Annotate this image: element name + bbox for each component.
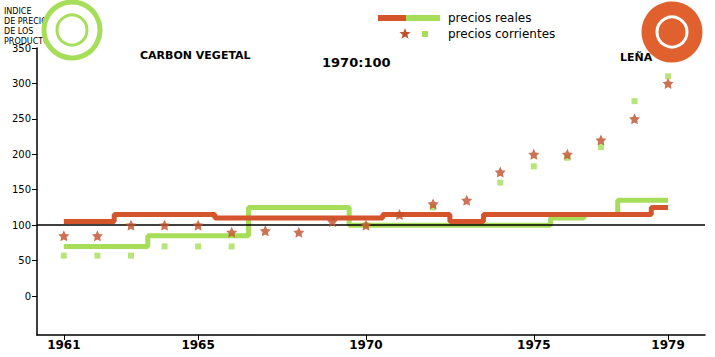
svg-text:200: 200 (12, 149, 31, 160)
svg-text:100: 100 (12, 220, 31, 231)
svg-text:CARBON VEGETAL: CARBON VEGETAL (140, 49, 251, 62)
svg-text:DE LOS: DE LOS (4, 27, 33, 36)
svg-text:precios reales: precios reales (448, 11, 531, 25)
svg-text:50: 50 (18, 255, 31, 266)
svg-text:300: 300 (12, 78, 31, 89)
svg-text:DE PRECIOS: DE PRECIOS (4, 16, 53, 26)
svg-text:1979: 1979 (651, 338, 684, 352)
svg-text:1961: 1961 (47, 338, 80, 352)
svg-text:1970: 1970 (349, 338, 382, 352)
svg-text:150: 150 (12, 184, 31, 195)
svg-text:1975: 1975 (517, 338, 550, 352)
svg-text:INDICE: INDICE (4, 7, 32, 16)
svg-text:250: 250 (12, 113, 31, 124)
svg-text:350: 350 (12, 43, 31, 54)
svg-text:LEÑA: LEÑA (620, 51, 653, 64)
svg-text:precios corrientes: precios corrientes (448, 27, 555, 41)
svg-text:0: 0 (25, 291, 31, 302)
svg-text:1965: 1965 (181, 338, 214, 352)
svg-text:1970:100: 1970:100 (322, 55, 391, 70)
